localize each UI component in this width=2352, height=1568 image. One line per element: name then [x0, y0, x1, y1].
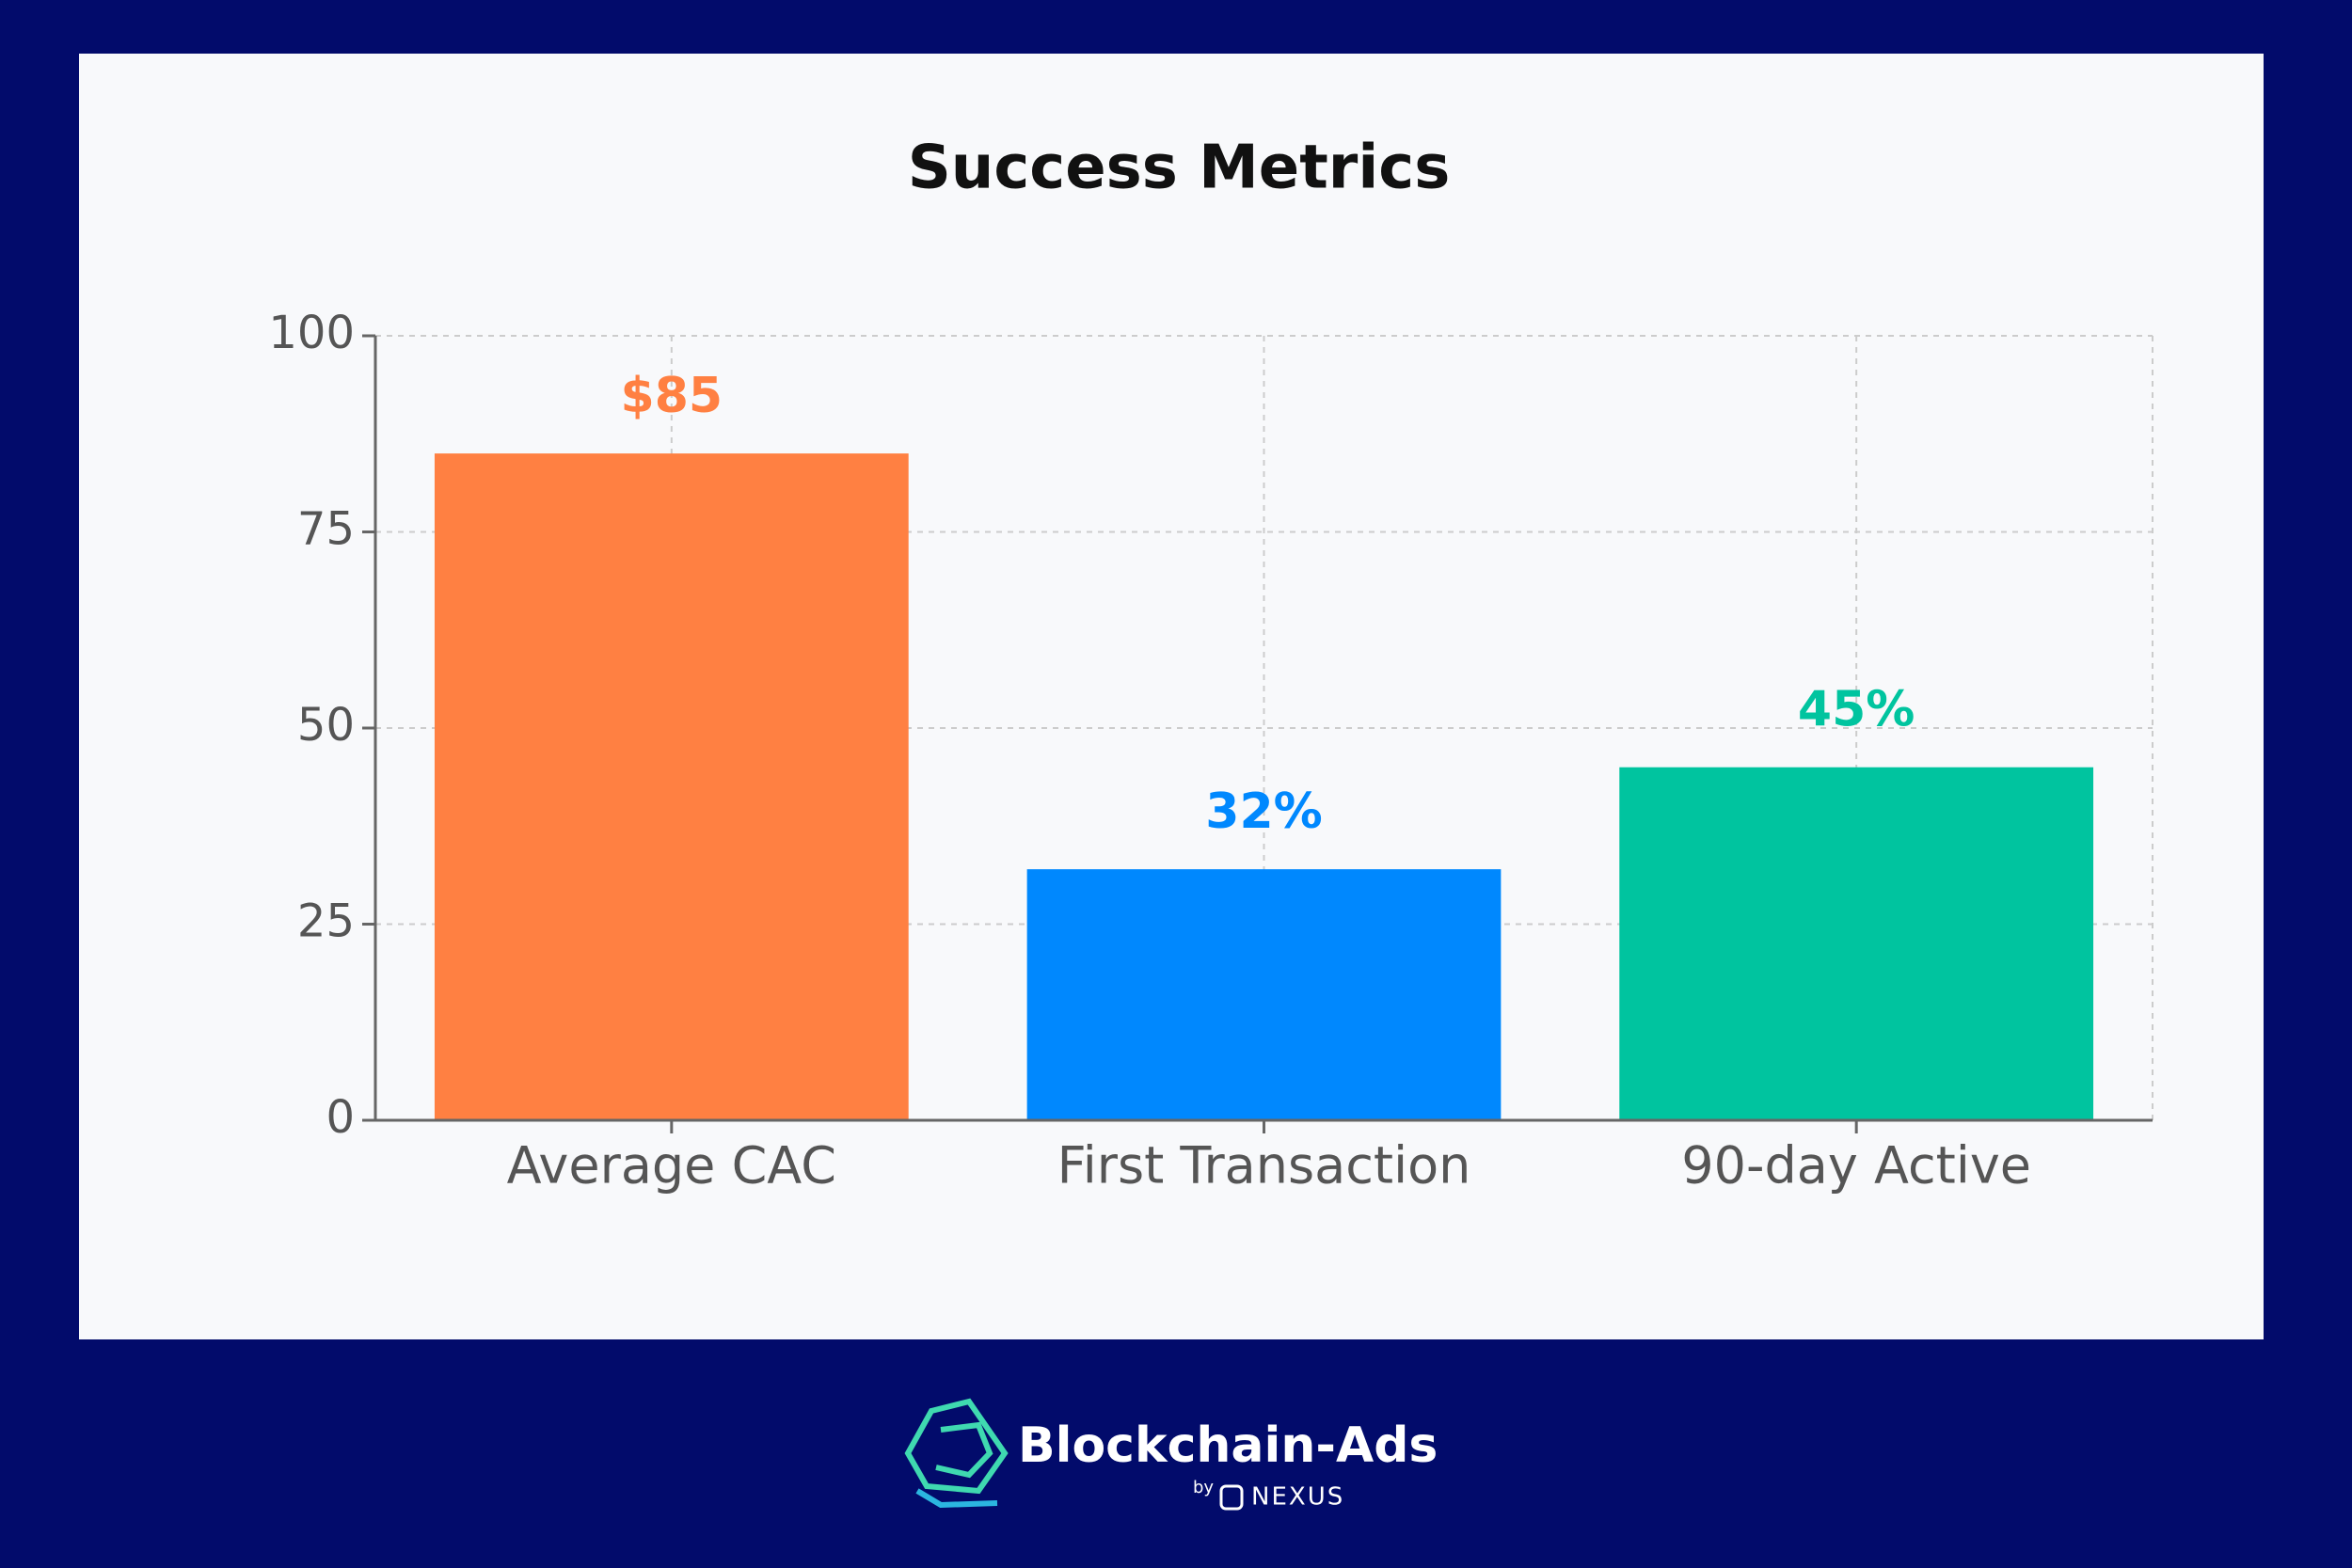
chart-title: Success Metrics [908, 134, 1451, 203]
bar [1026, 869, 1502, 1120]
brand-name: Blockchain-Ads [1018, 1418, 1438, 1474]
value-label: 45% [1798, 682, 1915, 738]
value-label: $85 [621, 368, 723, 424]
brand-by: by [1193, 1478, 1214, 1497]
value-label: 32% [1205, 784, 1322, 840]
y-tick-label: 100 [268, 307, 355, 359]
x-tick-label: Average CAC [507, 1136, 836, 1196]
y-tick-label: 25 [297, 895, 355, 948]
x-tick-label: First Transaction [1057, 1136, 1471, 1196]
bar [1619, 767, 2094, 1120]
brand-partner: NEXUS [1251, 1483, 1344, 1512]
partner-icon [1219, 1484, 1244, 1511]
x-tick-label: 90-day Active [1681, 1136, 2031, 1196]
y-tick-label: 0 [326, 1091, 355, 1144]
y-tick-label: 50 [297, 699, 355, 752]
y-tick-label: 75 [297, 503, 355, 556]
bar [434, 453, 909, 1121]
logo-icon [904, 1398, 1009, 1509]
